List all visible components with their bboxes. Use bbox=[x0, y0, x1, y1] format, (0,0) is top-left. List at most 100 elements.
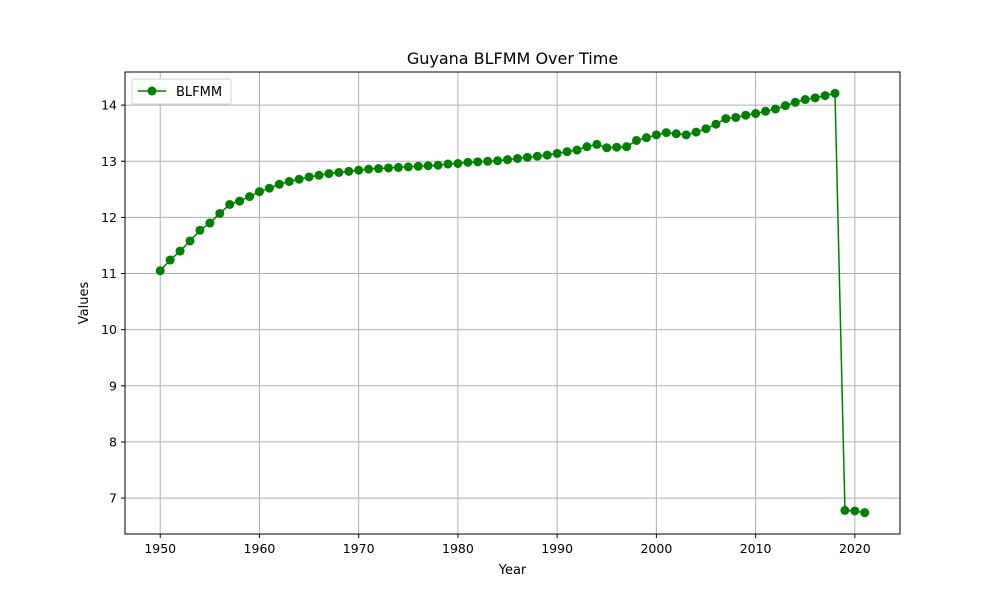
data-point bbox=[592, 139, 602, 149]
chart-title: Guyana BLFMM Over Time bbox=[407, 49, 618, 68]
data-point bbox=[790, 97, 800, 107]
data-point bbox=[483, 156, 493, 166]
data-point bbox=[691, 127, 701, 137]
data-point bbox=[205, 218, 215, 228]
legend: BLFMM bbox=[131, 78, 232, 105]
data-point bbox=[800, 95, 810, 105]
data-point bbox=[314, 170, 324, 180]
data-point bbox=[344, 166, 354, 176]
data-point bbox=[731, 112, 741, 122]
data-point bbox=[711, 119, 721, 129]
data-point bbox=[622, 142, 632, 152]
x-tick-label: 1980 bbox=[442, 541, 474, 556]
data-point bbox=[165, 255, 175, 265]
data-point bbox=[463, 157, 473, 167]
data-point bbox=[503, 155, 513, 165]
data-point bbox=[413, 161, 423, 171]
data-point bbox=[681, 130, 691, 140]
data-point bbox=[215, 208, 225, 218]
data-point bbox=[235, 196, 245, 206]
y-tick-label: 11 bbox=[101, 266, 117, 281]
x-axis-label: Year bbox=[498, 563, 527, 578]
data-point bbox=[641, 133, 651, 143]
data-point bbox=[661, 128, 671, 138]
data-point bbox=[334, 167, 344, 177]
y-tick-label: 8 bbox=[109, 434, 117, 449]
data-point bbox=[552, 148, 562, 158]
data-point bbox=[324, 169, 334, 179]
x-tick-label: 2000 bbox=[640, 541, 672, 556]
y-tick-label: 14 bbox=[101, 98, 117, 113]
data-point bbox=[830, 88, 840, 98]
x-tick-label: 1970 bbox=[343, 541, 375, 556]
data-point bbox=[254, 187, 264, 197]
x-tick-label: 1950 bbox=[144, 541, 176, 556]
data-point bbox=[195, 225, 205, 235]
legend-box bbox=[131, 78, 232, 105]
data-point bbox=[532, 151, 542, 161]
data-point bbox=[155, 266, 165, 276]
y-axis-label: Values bbox=[77, 282, 92, 325]
data-point bbox=[453, 159, 463, 168]
data-point bbox=[562, 147, 572, 157]
x-tick-label: 1990 bbox=[541, 541, 573, 556]
data-point bbox=[542, 150, 552, 160]
plot-frame bbox=[124, 71, 901, 535]
data-point bbox=[473, 157, 483, 167]
grid-lines bbox=[125, 72, 900, 534]
data-point bbox=[721, 114, 731, 124]
data-point bbox=[264, 183, 274, 193]
data-point bbox=[741, 110, 751, 120]
data-point bbox=[751, 109, 761, 119]
data-point bbox=[245, 192, 255, 202]
x-tick-label: 2010 bbox=[740, 541, 772, 556]
axis-ticks: 1950 1960 1970 1980 1990 2000 2010 2020 7 8 9 10 11 1… bbox=[101, 98, 871, 556]
data-point bbox=[493, 156, 503, 166]
data-point bbox=[820, 91, 830, 101]
data-point bbox=[284, 176, 294, 186]
data-point bbox=[810, 93, 820, 103]
data-point bbox=[761, 106, 771, 116]
data-point bbox=[443, 159, 453, 169]
data-point bbox=[354, 165, 364, 175]
data-point bbox=[274, 179, 284, 189]
series-layer bbox=[155, 88, 870, 518]
data-point bbox=[522, 152, 532, 162]
data-point bbox=[701, 124, 711, 134]
data-point bbox=[572, 145, 582, 155]
data-point bbox=[225, 199, 235, 209]
y-tick-label: 9 bbox=[109, 378, 117, 393]
data-point bbox=[175, 246, 185, 256]
data-point bbox=[651, 130, 661, 140]
y-tick-label: 12 bbox=[101, 210, 117, 225]
data-point bbox=[860, 508, 870, 518]
data-point bbox=[850, 506, 860, 516]
y-tick-label: 7 bbox=[109, 491, 117, 506]
data-point bbox=[582, 142, 592, 152]
data-point bbox=[632, 135, 642, 145]
data-point bbox=[840, 505, 850, 515]
legend-marker-swatch bbox=[147, 86, 157, 96]
data-point bbox=[612, 142, 622, 152]
data-point bbox=[364, 164, 374, 174]
data-point bbox=[780, 101, 790, 111]
data-point bbox=[393, 162, 403, 172]
data-point bbox=[304, 172, 314, 182]
data-point bbox=[383, 163, 393, 173]
data-point bbox=[374, 164, 384, 174]
data-point bbox=[403, 162, 413, 172]
data-point bbox=[433, 160, 443, 170]
legend-label-blfmm: BLFMM bbox=[176, 85, 222, 100]
data-point bbox=[770, 104, 780, 114]
y-tick-label: 13 bbox=[101, 154, 117, 169]
data-point bbox=[185, 236, 195, 246]
data-point bbox=[423, 161, 433, 171]
data-point bbox=[512, 153, 522, 163]
data-point bbox=[294, 174, 304, 184]
x-tick-label: 1960 bbox=[244, 541, 276, 556]
data-point bbox=[602, 143, 612, 153]
x-tick-label: 2020 bbox=[839, 541, 871, 556]
y-tick-label: 10 bbox=[101, 322, 117, 337]
